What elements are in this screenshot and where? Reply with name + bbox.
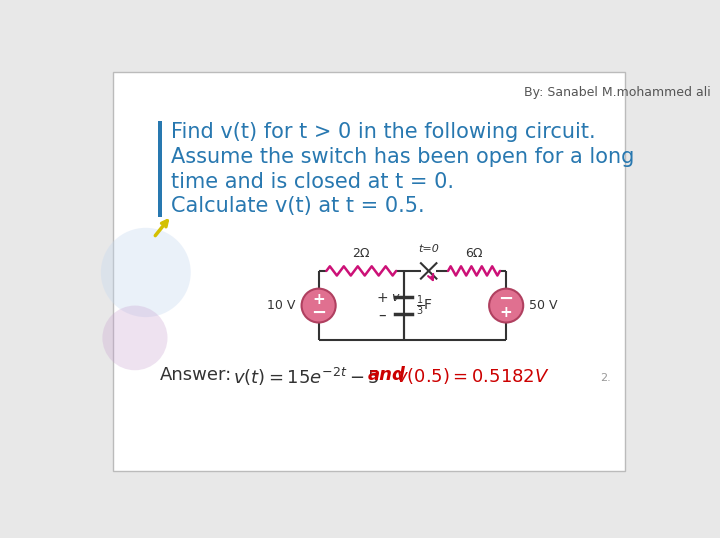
- Text: +: +: [377, 291, 388, 305]
- Bar: [158, 121, 162, 217]
- Text: 2Ω: 2Ω: [353, 247, 370, 260]
- Text: –: –: [379, 307, 386, 322]
- Text: Calculate v(t) at t = 0.5.: Calculate v(t) at t = 0.5.: [171, 196, 425, 216]
- Text: −: −: [311, 303, 326, 322]
- Text: By: Sanabel M.mohammed ali: By: Sanabel M.mohammed ali: [524, 86, 711, 99]
- Text: Find v(t) for t > 0 in the following circuit.: Find v(t) for t > 0 in the following cir…: [171, 122, 596, 143]
- Text: t=0: t=0: [418, 244, 439, 254]
- Text: Answer:: Answer:: [160, 366, 232, 384]
- Circle shape: [489, 288, 523, 322]
- Text: $\frac{1}{3}$F: $\frac{1}{3}$F: [415, 293, 433, 318]
- Text: $v(t)=15e^{-2t}-5$: $v(t)=15e^{-2t}-5$: [233, 366, 380, 388]
- Circle shape: [101, 228, 191, 317]
- Text: $v(0.5) = 0.5182V$: $v(0.5) = 0.5182V$: [396, 366, 550, 386]
- Circle shape: [102, 306, 168, 370]
- Circle shape: [302, 288, 336, 322]
- Text: Assume the switch has been open for a long: Assume the switch has been open for a lo…: [171, 147, 635, 167]
- Text: 10 V: 10 V: [267, 299, 295, 312]
- Text: 50 V: 50 V: [529, 299, 558, 312]
- Text: −: −: [499, 291, 514, 308]
- Text: +: +: [500, 305, 513, 320]
- Text: and: and: [367, 366, 405, 384]
- Text: 2.: 2.: [600, 372, 611, 383]
- Text: time and is closed at t = 0.: time and is closed at t = 0.: [171, 172, 454, 192]
- Text: +: +: [312, 292, 325, 307]
- Text: 6Ω: 6Ω: [465, 247, 483, 260]
- Text: v: v: [392, 292, 399, 305]
